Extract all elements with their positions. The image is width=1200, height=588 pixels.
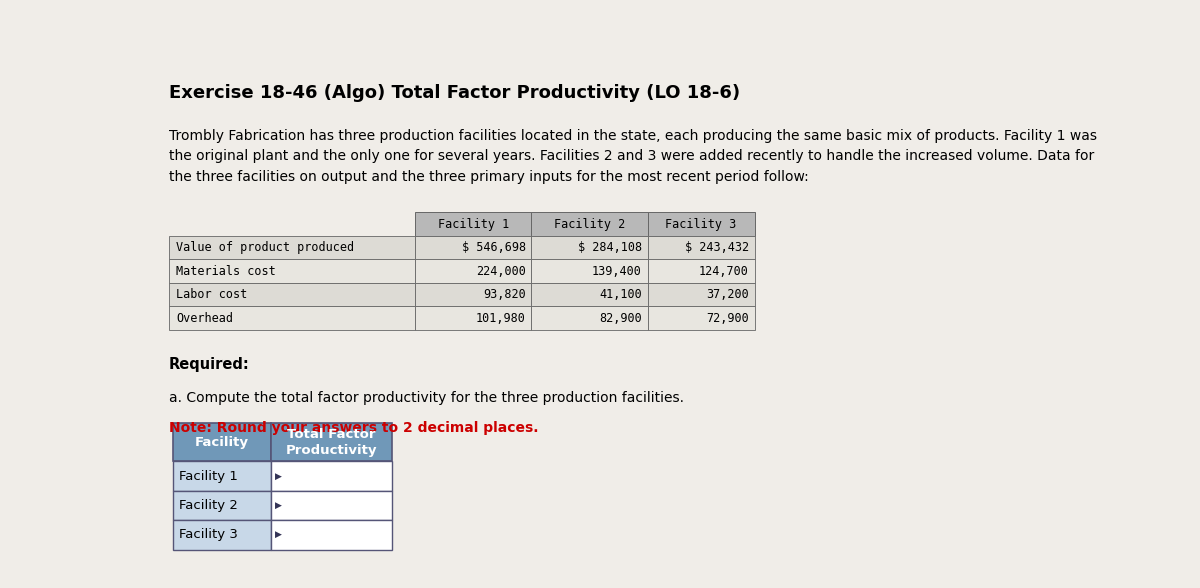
Text: 101,980: 101,980 xyxy=(476,312,526,325)
Text: Note: Round your answers to 2 decimal places.: Note: Round your answers to 2 decimal pl… xyxy=(168,420,538,435)
Text: Trombly Fabrication has three production facilities located in the state, each p: Trombly Fabrication has three production… xyxy=(168,129,1097,183)
Text: Facility 3: Facility 3 xyxy=(179,529,238,542)
Text: 224,000: 224,000 xyxy=(476,265,526,278)
Text: Facility 1: Facility 1 xyxy=(179,469,238,483)
Text: Facility 2: Facility 2 xyxy=(553,218,625,230)
Text: Facility: Facility xyxy=(196,436,250,449)
FancyBboxPatch shape xyxy=(271,462,391,491)
Text: ▶: ▶ xyxy=(275,472,282,480)
FancyBboxPatch shape xyxy=(168,306,415,330)
FancyBboxPatch shape xyxy=(532,212,648,236)
FancyBboxPatch shape xyxy=(532,236,648,259)
FancyBboxPatch shape xyxy=(415,212,532,236)
Text: $ 243,432: $ 243,432 xyxy=(685,241,749,254)
FancyBboxPatch shape xyxy=(648,212,755,236)
Text: $ 284,108: $ 284,108 xyxy=(578,241,642,254)
Text: $ 546,698: $ 546,698 xyxy=(462,241,526,254)
Text: ▶: ▶ xyxy=(275,530,282,539)
FancyBboxPatch shape xyxy=(532,259,648,283)
FancyBboxPatch shape xyxy=(648,259,755,283)
Text: 82,900: 82,900 xyxy=(599,312,642,325)
FancyBboxPatch shape xyxy=(532,306,648,330)
FancyBboxPatch shape xyxy=(415,283,532,306)
Text: Facility 2: Facility 2 xyxy=(179,499,238,512)
FancyBboxPatch shape xyxy=(415,259,532,283)
Text: Total Factor
Productivity: Total Factor Productivity xyxy=(286,427,377,456)
Text: Facility 3: Facility 3 xyxy=(665,218,737,230)
Text: Materials cost: Materials cost xyxy=(176,265,276,278)
Text: ▶: ▶ xyxy=(275,501,282,510)
FancyBboxPatch shape xyxy=(532,283,648,306)
FancyBboxPatch shape xyxy=(271,491,391,520)
Text: Overhead: Overhead xyxy=(176,312,233,325)
FancyBboxPatch shape xyxy=(173,520,271,550)
FancyBboxPatch shape xyxy=(168,236,415,259)
FancyBboxPatch shape xyxy=(648,283,755,306)
Text: 37,200: 37,200 xyxy=(706,288,749,301)
Text: 72,900: 72,900 xyxy=(706,312,749,325)
FancyBboxPatch shape xyxy=(271,520,391,550)
Text: Exercise 18-46 (Algo) Total Factor Productivity (LO 18-6): Exercise 18-46 (Algo) Total Factor Produ… xyxy=(168,84,739,102)
FancyBboxPatch shape xyxy=(415,306,532,330)
Text: Labor cost: Labor cost xyxy=(176,288,247,301)
FancyBboxPatch shape xyxy=(648,236,755,259)
Text: 41,100: 41,100 xyxy=(599,288,642,301)
Text: Value of product produced: Value of product produced xyxy=(176,241,354,254)
FancyBboxPatch shape xyxy=(648,306,755,330)
Text: a. Compute the total factor productivity for the three production facilities.: a. Compute the total factor productivity… xyxy=(168,391,684,405)
Text: 124,700: 124,700 xyxy=(700,265,749,278)
FancyBboxPatch shape xyxy=(173,423,271,462)
FancyBboxPatch shape xyxy=(415,236,532,259)
FancyBboxPatch shape xyxy=(168,259,415,283)
Text: 93,820: 93,820 xyxy=(482,288,526,301)
FancyBboxPatch shape xyxy=(173,491,271,520)
Text: 139,400: 139,400 xyxy=(592,265,642,278)
FancyBboxPatch shape xyxy=(271,423,391,462)
FancyBboxPatch shape xyxy=(168,283,415,306)
Text: Required:: Required: xyxy=(168,357,250,372)
FancyBboxPatch shape xyxy=(173,462,271,491)
Text: Facility 1: Facility 1 xyxy=(438,218,509,230)
